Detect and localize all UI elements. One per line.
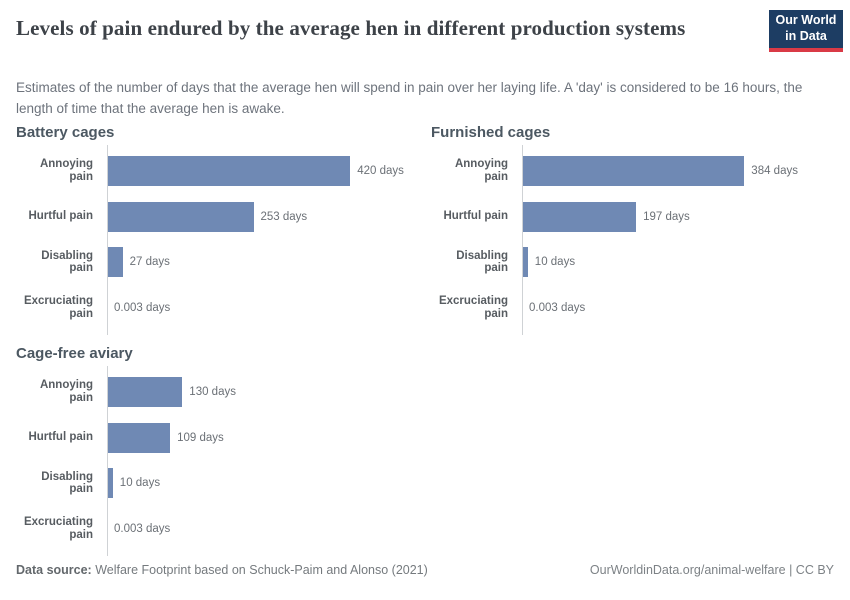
bar-row: Disabling pain 27 days [16,239,420,285]
bar-row: Disabling pain 10 days [16,460,420,506]
bar[interactable] [107,376,183,407]
bar-row: Hurtful pain 253 days [16,194,420,240]
category-label: Annoying pain [39,379,93,404]
category-label: Disabling pain [41,249,93,275]
chart-title: Levels of pain endured by the average he… [16,16,686,40]
value-label: 10 days [119,477,161,490]
category-label: Excruciating pain [438,295,508,320]
bar-row: Annoying pain 130 days [16,369,420,415]
category-label: Hurtful pain [28,210,93,223]
value-label: 27 days [129,256,170,269]
category-label: Excruciating pain [23,516,93,541]
bar-rows: Annoying pain 384 days Hurtful pain 197 day… [431,145,835,335]
value-label: 197 days [643,210,690,223]
owid-logo-line1: Our World [775,13,837,28]
panel-cage-free-aviary: Cage-free aviary Annoying pain 130 days Hu… [16,345,420,556]
bar-rows: Annoying pain 130 days Hurtful pain 109 day… [16,366,420,556]
chart-subtitle: Estimates of the number of days that the… [16,80,803,116]
data-source-label: Data source: [16,563,92,577]
value-label: 384 days [751,164,798,177]
value-label: 109 days [177,431,224,444]
bar-row: Annoying pain 384 days [431,148,835,194]
bar[interactable] [107,468,113,499]
bar-row: Excruciating pain 0.003 days [16,506,420,552]
bar-row: Excruciating pain 0.003 days [16,285,420,331]
bar[interactable] [522,155,745,186]
value-label: 253 days [260,210,308,223]
value-label: 420 days [357,164,404,177]
category-label: Annoying pain [454,158,508,183]
value-label: 10 days [534,256,576,269]
panel-title: Cage-free aviary [16,345,133,362]
category-label: Annoying pain [39,158,93,183]
category-label: Disabling pain [41,470,93,496]
bar[interactable] [107,422,171,453]
owid-url-license[interactable]: OurWorldinData.org/animal-welfare | CC B… [589,563,834,577]
owid-logo-line2: in Data [785,29,827,43]
bar-rows: Annoying pain 420 days Hurtful pain 253 day… [16,145,420,335]
bar-row: Excruciating pain 0.003 days [431,285,835,331]
value-label: 130 days [189,385,236,398]
bar[interactable] [522,247,528,278]
chart-footer: Data source: Welfare Footprint based on … [16,563,834,577]
category-label: Excruciating pain [23,295,93,320]
category-label: Hurtful pain [443,210,508,223]
panel-title: Furnished cages [431,124,551,141]
category-label: Hurtful pain [28,431,93,444]
bar-row: Disabling pain 10 days [431,239,835,285]
owid-logo[interactable]: Our World in Data [769,10,843,52]
panel-title: Battery cages [16,124,115,141]
panel-battery-cages: Battery cages Annoying pain 420 days Hurtf… [16,124,420,335]
bar-row: Hurtful pain 109 days [16,415,420,461]
value-label: 0.003 days [114,301,171,314]
bar-row: Annoying pain 420 days [16,148,420,194]
panel-furnished-cages: Furnished cages Annoying pain 384 days Hur… [431,124,835,335]
bar[interactable] [107,155,351,186]
category-label: Disabling pain [456,249,508,275]
bar-row: Hurtful pain 197 days [431,194,835,240]
bar[interactable] [107,201,254,232]
bar[interactable] [522,201,637,232]
value-label: 0.003 days [529,301,586,314]
value-label: 0.003 days [114,522,171,535]
data-source-text: Welfare Footprint based on Schuck-Paim a… [91,563,428,577]
data-source: Data source: Welfare Footprint based on … [16,563,428,577]
bar[interactable] [107,247,123,278]
